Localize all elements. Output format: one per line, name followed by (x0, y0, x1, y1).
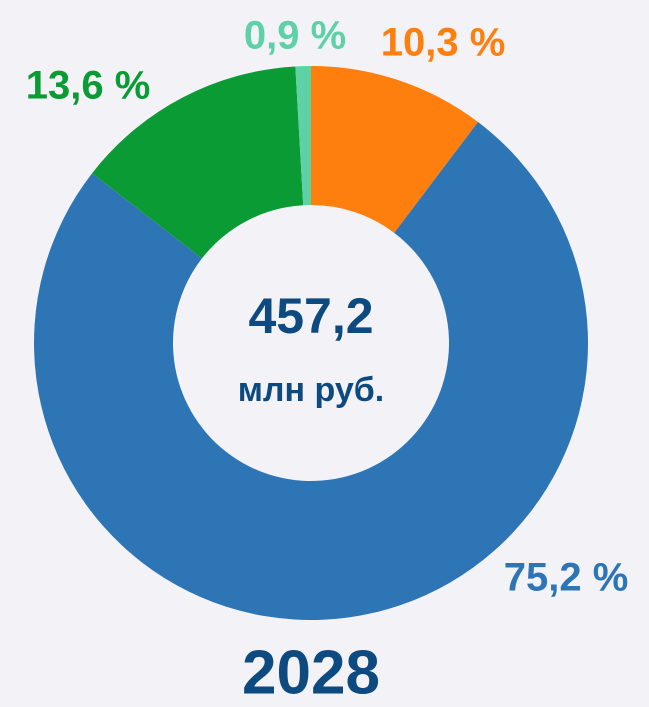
center-unit: млн руб. (238, 371, 384, 409)
chart-title: 2028 (242, 638, 380, 707)
slice (311, 66, 479, 233)
center-value: 457,2 (248, 288, 373, 344)
slice (33, 122, 588, 621)
value-label: 75,2 % (504, 556, 629, 600)
value-label: 10,3 % (381, 21, 506, 65)
value-label: 0,9 % (244, 14, 346, 58)
slice (92, 66, 304, 259)
slice (295, 66, 311, 206)
value-label: 13,6 % (26, 64, 151, 108)
